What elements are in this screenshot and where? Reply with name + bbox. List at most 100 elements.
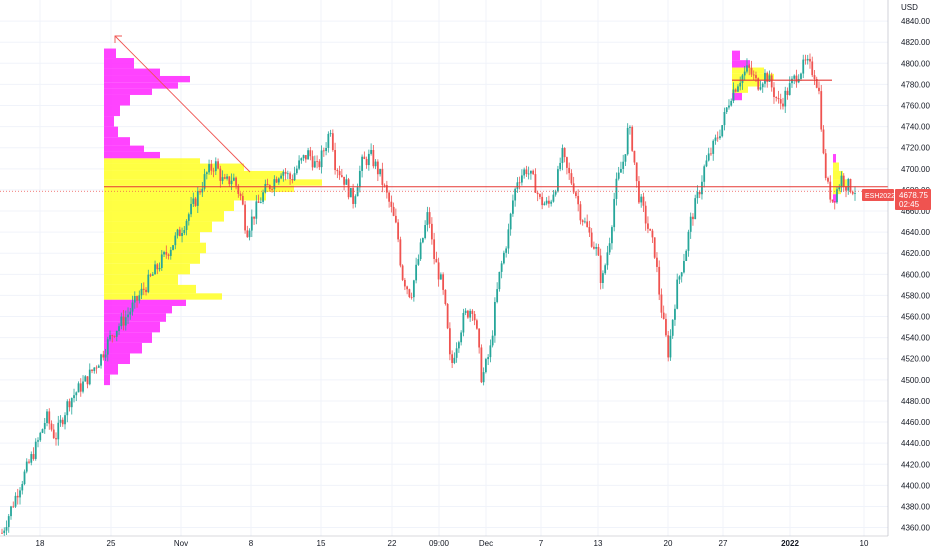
candle-body <box>181 232 183 237</box>
candle-body <box>577 195 580 205</box>
candle-body <box>176 229 179 236</box>
candle-body <box>286 173 289 175</box>
candle-body <box>502 252 505 264</box>
candle-body <box>30 454 33 463</box>
candle-body <box>815 78 818 88</box>
candle-body <box>356 187 359 197</box>
candle-body <box>266 183 269 186</box>
volume-profile-bar <box>104 116 114 127</box>
candle-body <box>505 248 508 253</box>
volume-profile-bar <box>104 200 234 212</box>
price-tick-label: 4600.00 <box>901 270 930 279</box>
candle-body <box>86 376 89 385</box>
trend-line-arrow <box>114 35 122 43</box>
candle-body <box>383 184 386 186</box>
candle-body <box>683 261 685 273</box>
candle-body <box>845 186 847 191</box>
candle-body <box>412 280 415 298</box>
candle-body <box>100 354 102 366</box>
candle-body <box>622 161 625 169</box>
candle-body <box>766 72 769 82</box>
candle-body <box>34 441 37 459</box>
candle-body <box>667 335 670 358</box>
candle-body <box>525 169 528 174</box>
candle-body <box>329 133 332 135</box>
candle-body <box>239 193 242 196</box>
candle-body <box>469 310 472 318</box>
volume-profile-bar <box>104 242 206 254</box>
time-tick-label: Dec <box>479 539 493 548</box>
price-tick-label: 4560.00 <box>901 313 930 322</box>
trend-line[interactable] <box>114 35 251 173</box>
candle-body <box>631 126 634 151</box>
volume-profile-bar <box>104 321 160 333</box>
candle-body <box>158 267 161 270</box>
candle-body <box>430 223 433 240</box>
price-tick-label: 4440.00 <box>901 439 930 448</box>
candles <box>1 53 856 537</box>
candle-body <box>649 228 652 231</box>
candle-body <box>818 87 820 92</box>
candle-body <box>820 91 823 130</box>
candle-body <box>750 67 753 75</box>
time-axis[interactable] <box>0 536 932 550</box>
candle-body <box>295 168 298 174</box>
candle-body <box>246 230 249 238</box>
time-tick-label: 09:00 <box>429 539 450 548</box>
candle-body <box>617 172 620 179</box>
candle-body <box>244 204 246 231</box>
candle-body <box>509 213 512 230</box>
volume-profile-bar <box>732 60 750 68</box>
candle-body <box>545 200 548 204</box>
candle-body <box>417 259 420 265</box>
candle-body <box>714 137 717 141</box>
candle-body <box>142 288 145 290</box>
candle-body <box>205 172 208 175</box>
candle-body <box>1 532 3 534</box>
time-tick-label: 8 <box>249 539 254 548</box>
candle-body <box>187 214 190 221</box>
candle-body <box>318 161 321 168</box>
volume-profile-bar <box>104 221 212 233</box>
candle-body <box>698 191 701 195</box>
candle-body <box>160 254 163 268</box>
symbol-badge[interactable] <box>862 189 894 201</box>
candle-body <box>208 164 210 173</box>
candle-body <box>354 196 357 204</box>
volume-profile-bar <box>104 332 152 343</box>
candle-body <box>530 170 532 174</box>
candle-body <box>394 215 397 223</box>
candle-body <box>50 423 53 430</box>
candle-body <box>752 74 755 76</box>
candle-body <box>838 187 841 190</box>
candle-body <box>156 264 159 270</box>
candle-body <box>154 264 156 275</box>
candle-body <box>822 129 825 154</box>
candle-body <box>696 191 699 199</box>
last-price-badge[interactable] <box>895 189 931 210</box>
volume-profile-bar <box>833 179 847 187</box>
candle-body <box>557 169 559 192</box>
volume-profile-bar <box>104 192 266 201</box>
candle-body <box>381 168 384 185</box>
time-tick-label: 2022 <box>781 539 799 548</box>
candle-body <box>349 188 352 198</box>
candle-body <box>831 199 834 202</box>
last-price-label: 4678.75 <box>899 191 928 200</box>
candle-body <box>291 179 294 181</box>
candle-body <box>851 191 854 194</box>
candle-body <box>201 188 204 193</box>
candle-body <box>453 357 456 363</box>
candle-body <box>480 347 483 383</box>
candle-body <box>705 160 708 167</box>
candle-body <box>707 153 710 161</box>
candle-body <box>478 328 481 348</box>
candle-body <box>145 289 147 293</box>
volume-profile-bar <box>104 299 186 306</box>
price-axis[interactable] <box>888 0 932 550</box>
candle-body <box>32 454 35 459</box>
candle-body <box>343 176 346 185</box>
candle-body <box>561 148 564 163</box>
volume-profile-bar <box>833 170 843 180</box>
